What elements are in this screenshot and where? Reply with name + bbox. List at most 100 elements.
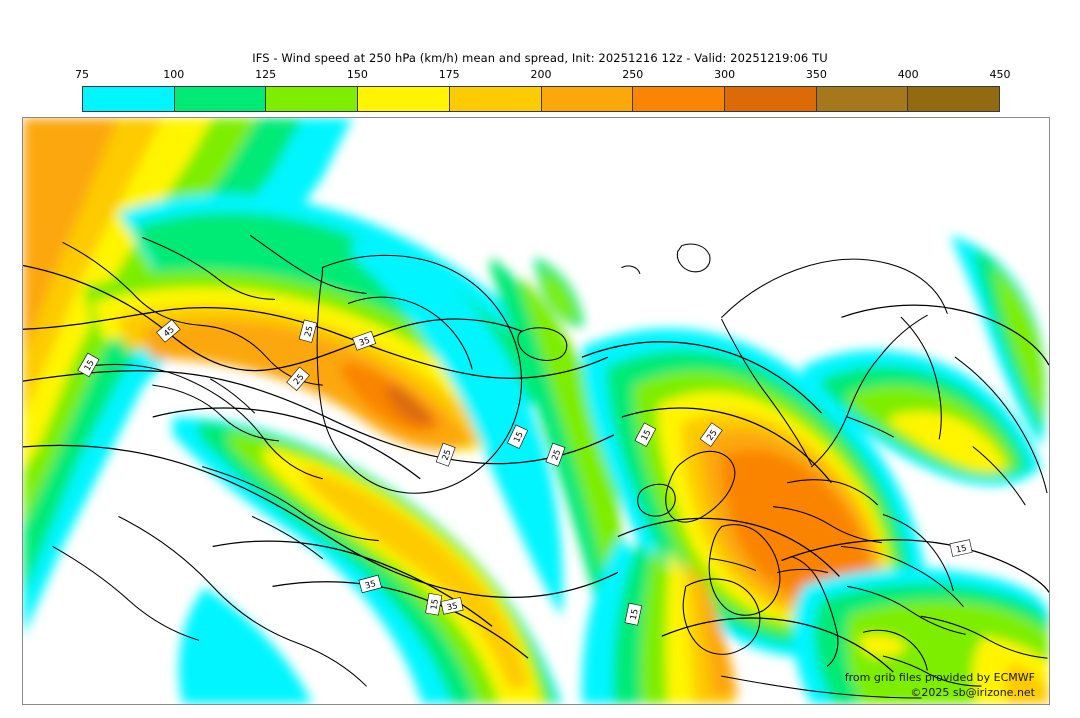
contour-spread-15-g [841, 304, 1049, 366]
colorbar-segment-75 [83, 87, 175, 111]
contour-label: 35 [440, 597, 464, 615]
border-russia-west [954, 356, 1048, 494]
contour-spread-15-e [661, 617, 894, 673]
colorbar [82, 86, 1000, 112]
weather-map[interactable]: 45 35 15 25 25 [23, 118, 1049, 704]
coastline-greenland [316, 254, 523, 494]
border-central-europe [840, 546, 964, 607]
colorbar-tick-100: 100 [163, 68, 185, 81]
border-poland-east [882, 514, 954, 591]
fill-band-200 [23, 118, 118, 358]
svg-text:35: 35 [446, 600, 459, 612]
contour-label: 35 [358, 574, 382, 594]
fill-eurojet-orange [721, 450, 872, 600]
svg-text:25: 25 [440, 448, 453, 462]
coastline-iceland [517, 327, 568, 361]
svg-text:15: 15 [82, 358, 96, 372]
contour-label: 15 [634, 422, 657, 447]
colorbar-tick-400: 400 [897, 68, 919, 81]
coastline-svalbard [676, 243, 711, 273]
fill-norwsea-yellow [889, 411, 1008, 472]
map-panel[interactable]: 45 35 15 25 25 [22, 117, 1050, 705]
colorbar-tick-300: 300 [714, 68, 736, 81]
colorbar-segment-400 [908, 87, 1000, 111]
contour-spread-35-b [152, 407, 421, 480]
contour-spread-15-a [23, 444, 619, 598]
coastline-iberia [682, 578, 761, 655]
colorbar-segment-200 [541, 87, 634, 111]
colorbar-segment-125 [266, 87, 359, 111]
border-balkans-north [846, 585, 966, 635]
contour-spread-15-f [781, 539, 1049, 593]
colorbar-segment-300 [724, 87, 817, 111]
fill-band-midatl-yellow [262, 446, 542, 704]
svg-text:25: 25 [549, 448, 562, 462]
colorbar-segment-175 [449, 87, 542, 111]
colorbar-segment-250 [633, 87, 725, 111]
contour-label: 15 [949, 539, 973, 557]
contour-label: 15 [77, 352, 100, 378]
coastline-hudson-inner [152, 384, 280, 442]
coastline-denmark [786, 479, 878, 506]
contour-label: 25 [286, 366, 310, 392]
coastline-hudson-detail [210, 378, 256, 414]
colorbar-segment-350 [816, 87, 909, 111]
spread-contour-layer [23, 264, 1049, 673]
coastline-turkey [882, 655, 982, 687]
colorbar-tick-150: 150 [346, 68, 368, 81]
coastline-layer [52, 235, 1048, 699]
colorbar-tick-200: 200 [530, 68, 552, 81]
svg-text:15: 15 [628, 608, 640, 621]
fill-band-midatl-gold [302, 466, 531, 689]
contour-label: 25 [545, 442, 566, 467]
contour-spread-45 [23, 264, 523, 372]
contour-spread-25-c [581, 341, 822, 414]
coastline-devon [250, 235, 367, 294]
contour-label-layer: 45 35 15 25 25 [77, 319, 973, 626]
fill-arctic-green [973, 247, 1046, 435]
contour-label: 25 [699, 422, 723, 447]
contour-spread-25-a [23, 370, 615, 465]
colorbar-tick-350: 350 [805, 68, 827, 81]
svg-text:35: 35 [358, 335, 372, 348]
contour-label: 25 [435, 442, 456, 467]
colorbar-segment-100 [174, 87, 267, 111]
coastline-norway-north [721, 258, 948, 318]
coastline-newfoundland [252, 516, 323, 560]
coastline-germany-north [773, 506, 882, 544]
fill-arctic-lime [993, 267, 1046, 421]
fill-medit-gold [1005, 662, 1049, 704]
colorbar-gradient [82, 86, 1000, 112]
coastline-us-east [118, 516, 367, 687]
coastline-janmayen [621, 265, 641, 274]
svg-text:25: 25 [302, 325, 314, 338]
border-alps [777, 568, 828, 573]
coastline-north-africa [721, 675, 922, 699]
coastline-stlawrence [202, 466, 379, 542]
contour-spread-15-d [617, 517, 840, 577]
windspeed-fill-layer [23, 118, 1049, 704]
coastline-norway-west [721, 318, 812, 466]
fill-midocean-green [490, 257, 614, 657]
contour-spread-35-a [23, 307, 609, 379]
contour-label: 25 [298, 319, 318, 343]
contour-label: 15 [425, 592, 443, 616]
contour-label: 35 [352, 330, 377, 351]
coastline-great-britain [665, 450, 736, 523]
svg-text:35: 35 [364, 578, 377, 590]
border-france-inner [709, 557, 757, 571]
colorbar-tick-175: 175 [438, 68, 460, 81]
coastline-greenland-inner [347, 296, 473, 370]
contour-spread-15-c [621, 407, 832, 484]
svg-text:15: 15 [639, 428, 653, 442]
coastline-hudson [82, 363, 323, 480]
fill-iberia-amber [695, 562, 738, 697]
contour-label: 15 [507, 424, 529, 449]
colorbar-tick-250: 250 [622, 68, 644, 81]
fill-iceland-lime [541, 269, 576, 322]
contour-label: 15 [624, 602, 643, 626]
coastline-baltic-north [846, 416, 894, 438]
colorbar-segment-150 [358, 87, 450, 111]
contour-spread-15-b [272, 581, 529, 659]
coastline-ireland [637, 483, 676, 517]
